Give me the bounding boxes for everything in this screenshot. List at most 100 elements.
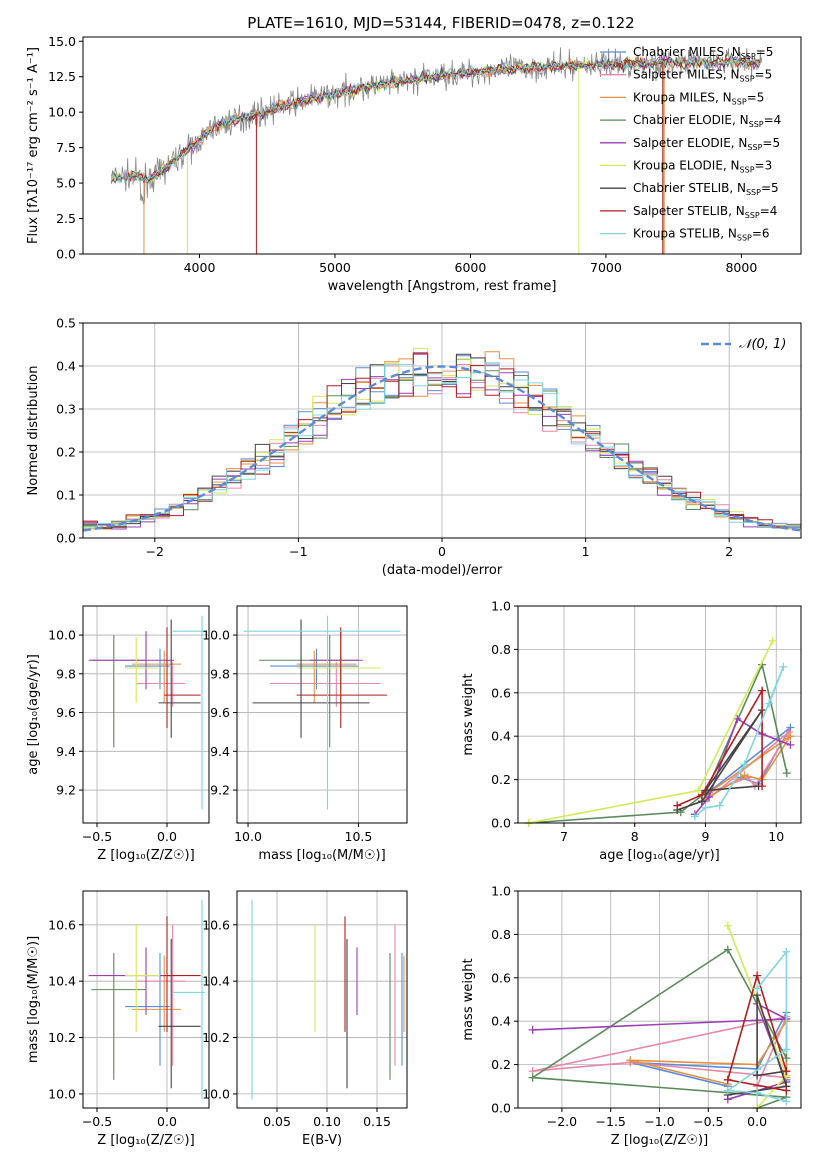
y-tick-label: 9.2	[56, 783, 76, 798]
weight-vs-age-marker-kroupa_stelib	[779, 662, 788, 671]
weight-vs-age-marker-chabrier_miles	[786, 723, 795, 732]
legend-subscript: SSP	[732, 97, 747, 106]
x-tick-label: −1	[289, 544, 307, 559]
x-tick-label: −0.5	[82, 829, 112, 844]
weight-vs-age-marker-salpeter_stelib	[758, 782, 767, 791]
legend-entry-chabrier_elodie: Chabrier ELODIE, NSSP=4	[633, 113, 781, 129]
y-tick-label: 10.4	[202, 974, 230, 989]
legend-entry-chabrier_miles: Chabrier MILES, NSSP=5	[633, 45, 773, 61]
age-vs-mass-axes	[237, 606, 407, 823]
x-tick-label: 6000	[455, 260, 487, 275]
model-line-kroupa_stelib	[110, 53, 761, 184]
y-tick-label: 9.6	[210, 705, 230, 720]
y-axis-label: Flux [fλ10⁻¹⁷ erg cm⁻² s⁻¹ A⁻¹]	[26, 47, 41, 244]
y-tick-label: 5.0	[56, 176, 76, 191]
weight-vs-z-marker-salpeter_stelib	[723, 1075, 732, 1084]
age-vs-mass-frame	[233, 605, 408, 827]
y-axis-label: age [log₁₀(age/yr)]	[26, 654, 41, 775]
x-tick-label: 4000	[184, 260, 216, 275]
x-axis-label: (data-model)/error	[382, 563, 503, 578]
weight-vs-age-line-kroupa_stelib	[694, 666, 785, 818]
y-tick-label: 10.0	[48, 628, 76, 643]
x-tick-label: 2	[725, 544, 733, 559]
y-tick-label: 2.5	[56, 211, 76, 226]
y-tick-label: 0.2	[56, 445, 76, 460]
x-tick-label: 0.15	[363, 1114, 391, 1129]
y-axis-label: mass weight	[461, 673, 476, 755]
weight-vs-age-marker-salpeter_elodie	[705, 792, 714, 801]
weight-vs-z-marker-salpeter_stelib	[782, 1086, 791, 1095]
y-tick-label: 10.0	[48, 105, 76, 120]
y-tick-label: 0.0	[491, 1101, 511, 1116]
y-tick-label: 9.8	[210, 666, 230, 681]
weight-vs-age-marker-salpeter_elodie	[786, 740, 795, 749]
x-tick-label: 1	[582, 544, 590, 559]
axes-frame	[236, 890, 408, 1109]
x-tick-label: 0	[438, 544, 446, 559]
x-axis-label: Z [log₁₀(Z/Z☉)]	[97, 848, 194, 863]
model-line-chabrier_stelib	[111, 52, 761, 184]
weight-vs-age-frame	[514, 605, 802, 827]
weight-vs-z-marker-kroupa_elodie	[723, 921, 732, 930]
weight-vs-z-marker-kroupa_stelib	[723, 1086, 732, 1095]
y-tick-label: 10.2	[202, 1030, 230, 1045]
weight-vs-age-marker-chabrier_elodie	[782, 769, 791, 778]
legend-value: =5	[755, 68, 773, 82]
x-tick-label: 0.0	[157, 1114, 177, 1129]
x-axis-label: Z [log₁₀(Z/Z☉)]	[611, 1133, 708, 1148]
axes-frame	[82, 890, 210, 1109]
weight-vs-age-marker-kroupa_stelib	[740, 760, 749, 769]
model-line-salpeter_stelib	[111, 56, 761, 184]
spectrum-plot	[110, 47, 763, 254]
spectrum-frame	[79, 36, 802, 258]
legend-value: =5	[762, 136, 780, 150]
y-tick-label: 9.4	[56, 744, 76, 759]
y-tick-label: 9.2	[210, 783, 230, 798]
legend-entry-salpeter_miles: Salpeter MILES, NSSP=5	[633, 68, 772, 84]
legend-subscript: SSP	[747, 143, 762, 152]
chart-layer: 4000 5000 6000 7000 80000.02.55.07.510.012.5…	[26, 34, 802, 1148]
weight-vs-z-marker-salpeter_elodie	[528, 1025, 537, 1034]
weight-vs-z-marker-kroupa_stelib	[753, 984, 762, 993]
legend-subscript: SSP	[740, 166, 755, 175]
weight-vs-age-marker-kroupa_elodie	[694, 786, 703, 795]
weight-vs-age-marker-kroupa_stelib	[690, 812, 699, 821]
legend-value: =4	[760, 204, 778, 218]
weight-vs-z-marker-chabrier_elodie	[782, 1054, 791, 1063]
weight-vs-z-marker-kroupa_stelib	[782, 1045, 791, 1054]
y-tick-label: 0.6	[491, 685, 511, 700]
axes-frame	[236, 605, 408, 824]
weight-vs-age-marker-kroupa_miles	[740, 771, 749, 780]
weight-vs-z-marker-chabrier_stelib	[753, 1071, 762, 1080]
x-tick-label: 0.05	[263, 1114, 291, 1129]
y-tick-label: 0.4	[56, 359, 76, 374]
legend-value: =3	[755, 159, 773, 173]
weight-vs-age-marker-kroupa_stelib	[715, 801, 724, 810]
legend-entry-chabrier_stelib: Chabrier STELIB, NSSP=5	[633, 181, 779, 197]
weight-vs-z-marker-salpeter_stelib	[753, 971, 762, 980]
x-axis-label: wavelength [Angstrom, rest frame]	[328, 279, 557, 294]
weight-vs-z-marker-kroupa_stelib	[753, 1088, 762, 1097]
weight-vs-z-marker-chabrier_elodie	[723, 945, 732, 954]
y-tick-label: 0.0	[56, 531, 76, 546]
y-tick-label: 0.4	[491, 1014, 511, 1029]
mass-vs-z-frame	[79, 890, 210, 1112]
y-tick-label: 10.0	[202, 1086, 230, 1101]
weight-vs-z-line-kroupa_stelib	[725, 949, 788, 1103]
y-tick-label: 9.8	[56, 666, 76, 681]
y-tick-label: 0.8	[491, 642, 511, 657]
x-tick-label: 10	[768, 829, 784, 844]
y-tick-label: 0.0	[56, 247, 76, 262]
x-axis-label: age [log₁₀(age/yr)]	[599, 848, 720, 863]
weight-vs-age-marker-kroupa_miles	[786, 732, 795, 741]
residuals-frame	[79, 322, 802, 542]
mass-vs-ebv-frame	[233, 890, 408, 1112]
weight-vs-age-marker-salpeter_stelib	[697, 790, 706, 799]
y-tick-label: 0.1	[56, 488, 76, 503]
y-tick-label: 9.6	[56, 705, 76, 720]
y-tick-label: 0.4	[491, 729, 511, 744]
y-tick-label: 10.4	[48, 974, 76, 989]
x-tick-label: 10.5	[345, 829, 373, 844]
x-tick-label: 9	[702, 829, 710, 844]
spectrum-legend: Chabrier MILES, NSSP=5 Salpeter MILES, NS…	[600, 45, 781, 243]
